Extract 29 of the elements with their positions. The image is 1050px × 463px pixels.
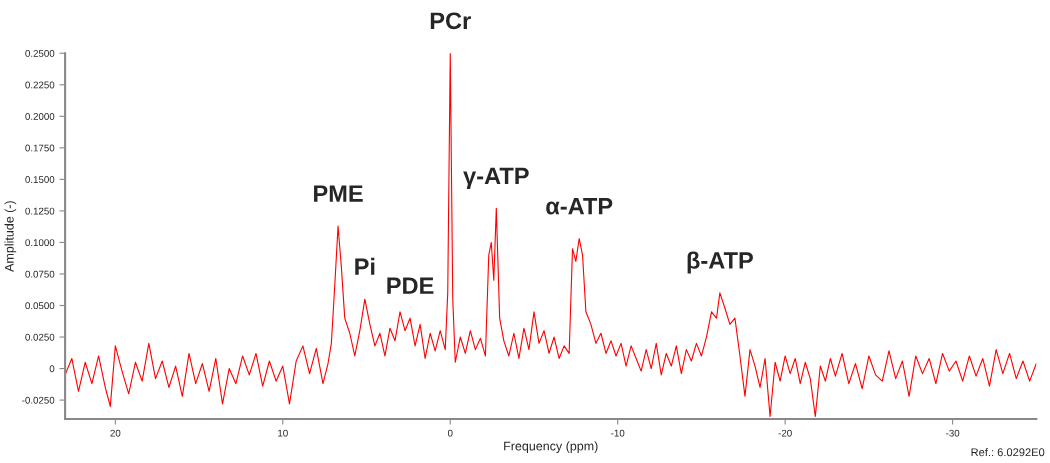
annotation: Pi bbox=[355, 257, 375, 275]
annotation: γ-ATP bbox=[463, 167, 529, 189]
y-tick-label: 0.1000 bbox=[25, 239, 55, 247]
y-tick-label: 0 bbox=[49, 365, 55, 373]
annotation: PME bbox=[314, 185, 363, 202]
x-tick-label: -20 bbox=[778, 429, 792, 437]
y-tick-label: 0.0750 bbox=[25, 270, 55, 278]
text: Ref.: 6.0292E0 bbox=[971, 448, 1045, 457]
y-tick-label: 0.1750 bbox=[25, 144, 55, 152]
annotation: PDE bbox=[387, 277, 434, 294]
y-tick-label: 0.1250 bbox=[25, 207, 55, 215]
annotation: α-ATP bbox=[546, 198, 613, 215]
x-axis-title: Frequency (ppm) bbox=[504, 441, 598, 453]
y-tick-label: 0.0250 bbox=[25, 333, 55, 341]
annotation: PCr bbox=[430, 12, 471, 30]
x-tick-label: -30 bbox=[946, 429, 960, 437]
x-tick-label: 20 bbox=[110, 429, 121, 437]
y-tick-label: 0.2250 bbox=[25, 81, 55, 89]
y-tick-label: 0.2500 bbox=[25, 49, 55, 57]
y-tick-label: 0.0500 bbox=[25, 302, 55, 310]
y-axis-title: Amplitude (-) bbox=[4, 201, 17, 272]
annotation: β-ATP bbox=[687, 251, 753, 274]
x-tick-label: 0 bbox=[447, 429, 453, 437]
y-tick-label: 0.1500 bbox=[25, 176, 55, 183]
y-tick-label: 0.2000 bbox=[25, 113, 55, 120]
line-series bbox=[65, 53, 1037, 418]
x-tick-label: 10 bbox=[278, 429, 288, 437]
x-tick-label: -10 bbox=[611, 429, 625, 437]
y-tick-label: -0.0250 bbox=[22, 396, 55, 404]
